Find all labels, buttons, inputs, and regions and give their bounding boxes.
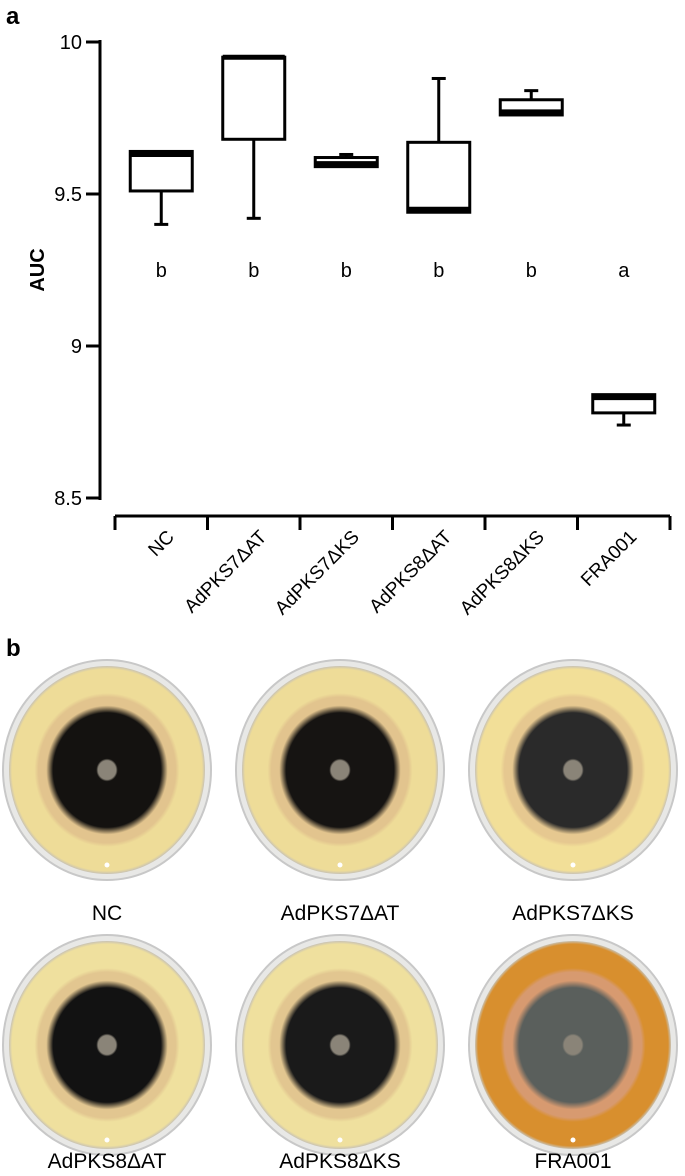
x-tick-label: AdPKS8ΔKS <box>456 527 549 620</box>
plate-label: AdPKS7ΔAT <box>281 902 400 925</box>
agar-culture <box>9 666 205 874</box>
x-tick-label: AdPKS7ΔAT <box>180 526 271 617</box>
significance-letter: b <box>248 260 259 282</box>
box <box>406 140 472 214</box>
plate: FRA001 <box>468 934 678 1173</box>
significance-letter: b <box>156 260 167 282</box>
box <box>221 55 287 141</box>
plate: AdPKS8ΔAT <box>2 934 212 1173</box>
significance-letter: b <box>526 260 537 282</box>
agar-culture <box>242 666 438 874</box>
plate: AdPKS7ΔKS <box>468 659 678 925</box>
panel-a-label: a <box>6 3 20 30</box>
significance-letter: b <box>433 260 444 282</box>
dish-mark <box>570 862 576 868</box>
plate-label: AdPKS8ΔAT <box>48 1150 167 1173</box>
y-tick-label: 9 <box>71 336 82 358</box>
plate: AdPKS7ΔAT <box>235 659 445 925</box>
plate-label: FRA001 <box>534 1150 611 1173</box>
y-tick-label: 10 <box>60 32 82 54</box>
x-tick-label: AdPKS7ΔKS <box>271 527 364 620</box>
significance-letter: a <box>618 260 630 282</box>
x-tick-label: AdPKS8ΔAT <box>365 526 456 617</box>
plate-label: AdPKS8ΔKS <box>279 1150 400 1173</box>
y-tick-label: 9.5 <box>54 184 82 206</box>
plate: NC <box>2 659 212 925</box>
dish-mark <box>104 1137 110 1143</box>
agar-culture <box>475 666 671 874</box>
significance-letter: b <box>341 260 352 282</box>
agar-culture <box>9 941 205 1149</box>
panel-b-label: b <box>6 635 21 662</box>
dish-mark <box>337 862 343 868</box>
x-tick-label: NC <box>145 527 179 561</box>
y-axis-label: AUC <box>27 248 49 291</box>
dish-mark <box>570 1137 576 1143</box>
y-tick-label: 8.5 <box>54 488 82 510</box>
box <box>128 149 194 193</box>
box-plot: 8.5 9 9.5 10 AUC NC b AdPKS7ΔAT b AdPKS7ΔKS b AdPKS… <box>27 32 672 620</box>
agar-culture <box>242 941 438 1149</box>
plate-label: NC <box>92 902 122 925</box>
plate-photos: NC AdPKS7ΔAT AdPKS7ΔKS AdPKS8ΔAT AdPKS8ΔKS FR… <box>2 659 678 1173</box>
plate: AdPKS8ΔKS <box>235 934 445 1173</box>
agar-culture <box>475 941 671 1149</box>
plate-label: AdPKS7ΔKS <box>512 902 633 925</box>
dish-mark <box>337 1137 343 1143</box>
dish-mark <box>104 862 110 868</box>
x-tick-label: FRA001 <box>577 527 641 591</box>
